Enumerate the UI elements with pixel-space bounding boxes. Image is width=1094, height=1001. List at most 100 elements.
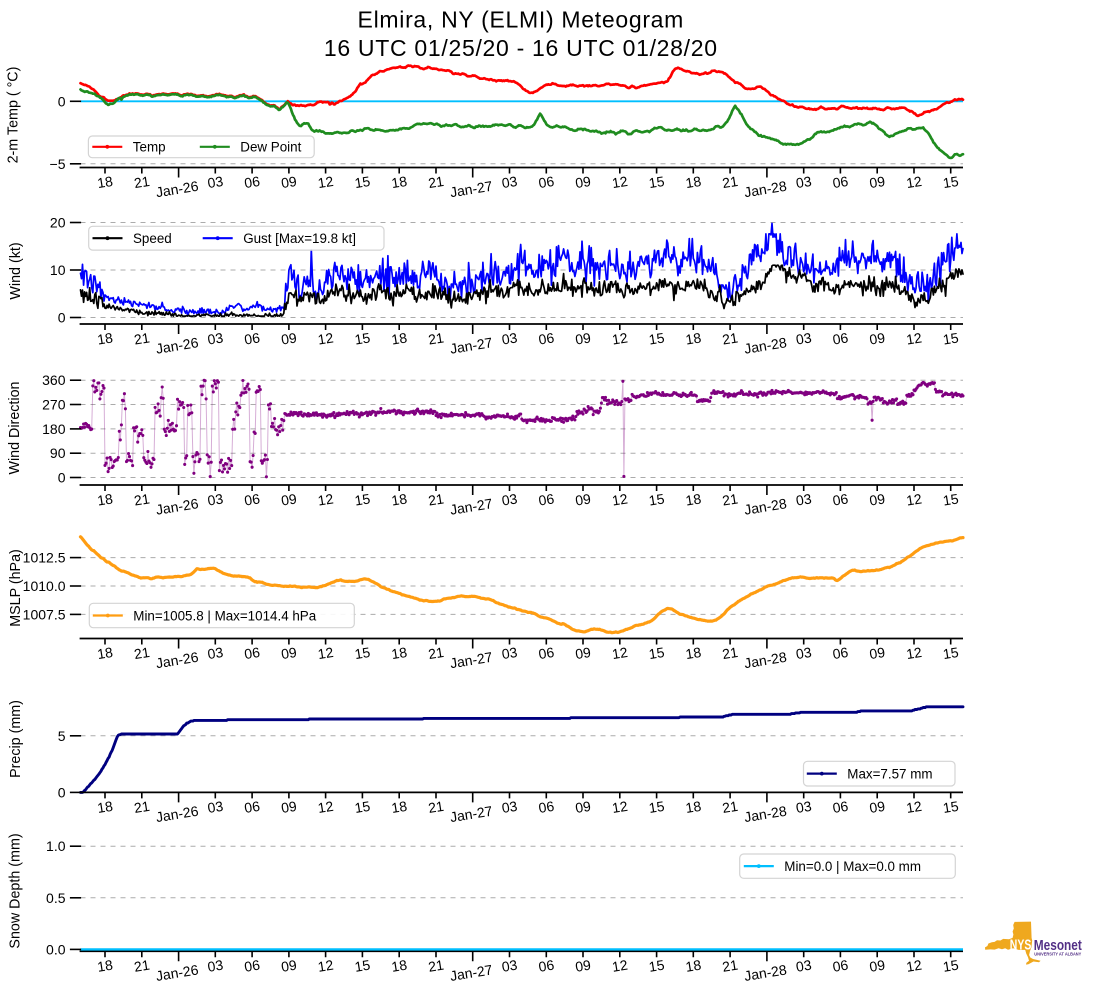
svg-text:12: 12	[905, 490, 923, 508]
svg-text:270: 270	[42, 397, 66, 413]
svg-text:15: 15	[942, 490, 960, 508]
svg-text:21: 21	[721, 490, 739, 508]
svg-text:12: 12	[611, 644, 629, 662]
svg-text:18: 18	[684, 490, 702, 508]
svg-text:09: 09	[280, 173, 298, 191]
svg-text:03: 03	[795, 490, 813, 508]
svg-text:03: 03	[501, 490, 519, 508]
svg-text:15: 15	[648, 173, 666, 191]
svg-text:21: 21	[427, 490, 445, 508]
svg-text:12: 12	[317, 957, 335, 975]
svg-text:Precip (mm): Precip (mm)	[8, 700, 24, 778]
svg-text:03: 03	[501, 957, 519, 975]
svg-text:Mesonet: Mesonet	[1034, 937, 1082, 954]
svg-text:09: 09	[574, 490, 592, 508]
svg-text:12: 12	[611, 173, 629, 191]
svg-text:15: 15	[353, 329, 371, 347]
svg-text:16 UTC 01/25/20 - 16 UTC 01/28: 16 UTC 01/25/20 - 16 UTC 01/28/20	[324, 35, 718, 61]
svg-text:09: 09	[868, 957, 886, 975]
svg-text:1007.5: 1007.5	[23, 606, 66, 622]
svg-text:06: 06	[537, 798, 555, 816]
svg-text:09: 09	[868, 173, 886, 191]
svg-text:18: 18	[96, 798, 114, 816]
svg-text:09: 09	[574, 644, 592, 662]
svg-text:10: 10	[50, 262, 66, 278]
svg-text:06: 06	[537, 957, 555, 975]
svg-text:03: 03	[795, 798, 813, 816]
svg-text:Wind Direction: Wind Direction	[7, 381, 23, 474]
svg-text:15: 15	[353, 644, 371, 662]
svg-text:06: 06	[831, 644, 849, 662]
svg-text:09: 09	[574, 957, 592, 975]
svg-text:18: 18	[390, 490, 408, 508]
svg-text:12: 12	[905, 173, 923, 191]
svg-text:21: 21	[721, 329, 739, 347]
svg-text:03: 03	[206, 329, 224, 347]
svg-text:06: 06	[831, 329, 849, 347]
svg-text:06: 06	[243, 490, 261, 508]
svg-text:15: 15	[353, 957, 371, 975]
svg-text:06: 06	[537, 173, 555, 191]
svg-text:Min=0.0 | Max=0.0 mm: Min=0.0 | Max=0.0 mm	[784, 859, 921, 874]
svg-text:18: 18	[96, 490, 114, 508]
svg-text:Jan-28: Jan-28	[743, 178, 788, 201]
svg-text:−5: −5	[50, 156, 66, 172]
svg-text:21: 21	[427, 173, 445, 191]
svg-text:06: 06	[831, 173, 849, 191]
svg-text:0.5: 0.5	[46, 890, 66, 906]
svg-text:Jan-27: Jan-27	[449, 803, 494, 826]
svg-text:15: 15	[648, 798, 666, 816]
svg-text:0.0: 0.0	[46, 941, 66, 957]
svg-text:0: 0	[58, 310, 66, 326]
svg-text:09: 09	[868, 329, 886, 347]
svg-text:Speed: Speed	[133, 231, 172, 246]
svg-text:03: 03	[206, 644, 224, 662]
svg-text:18: 18	[390, 329, 408, 347]
svg-text:1.0: 1.0	[46, 838, 66, 854]
svg-text:21: 21	[133, 490, 151, 508]
svg-text:12: 12	[611, 329, 629, 347]
svg-text:15: 15	[942, 173, 960, 191]
svg-text:09: 09	[280, 957, 298, 975]
svg-text:Gust [Max=19.8 kt]: Gust [Max=19.8 kt]	[243, 231, 356, 246]
svg-text:09: 09	[868, 644, 886, 662]
svg-text:15: 15	[648, 644, 666, 662]
svg-text:03: 03	[206, 957, 224, 975]
svg-text:03: 03	[206, 173, 224, 191]
svg-text:Jan-26: Jan-26	[155, 803, 200, 826]
svg-text:21: 21	[721, 798, 739, 816]
svg-text:18: 18	[96, 329, 114, 347]
svg-text:1012.5: 1012.5	[23, 550, 66, 566]
svg-text:21: 21	[133, 644, 151, 662]
svg-text:03: 03	[501, 798, 519, 816]
svg-text:15: 15	[353, 173, 371, 191]
svg-text:21: 21	[133, 798, 151, 816]
svg-text:03: 03	[501, 329, 519, 347]
svg-text:21: 21	[133, 173, 151, 191]
svg-text:20: 20	[50, 215, 66, 231]
svg-text:09: 09	[868, 798, 886, 816]
svg-text:Jan-26: Jan-26	[155, 649, 200, 672]
svg-text:06: 06	[537, 644, 555, 662]
svg-text:09: 09	[280, 798, 298, 816]
svg-text:12: 12	[905, 957, 923, 975]
svg-text:18: 18	[390, 957, 408, 975]
svg-text:21: 21	[721, 644, 739, 662]
svg-text:06: 06	[537, 490, 555, 508]
svg-text:12: 12	[317, 173, 335, 191]
svg-text:18: 18	[96, 173, 114, 191]
svg-text:15: 15	[648, 490, 666, 508]
svg-text:18: 18	[96, 644, 114, 662]
svg-text:03: 03	[501, 173, 519, 191]
svg-text:1010.0: 1010.0	[23, 578, 66, 594]
svg-text:15: 15	[942, 329, 960, 347]
svg-text:15: 15	[648, 329, 666, 347]
svg-text:09: 09	[280, 490, 298, 508]
svg-text:09: 09	[280, 644, 298, 662]
svg-text:03: 03	[795, 173, 813, 191]
svg-text:18: 18	[390, 798, 408, 816]
svg-text:0: 0	[58, 470, 66, 486]
svg-text:Jan-26: Jan-26	[155, 961, 200, 984]
svg-text:90: 90	[50, 445, 66, 461]
svg-text:03: 03	[795, 957, 813, 975]
